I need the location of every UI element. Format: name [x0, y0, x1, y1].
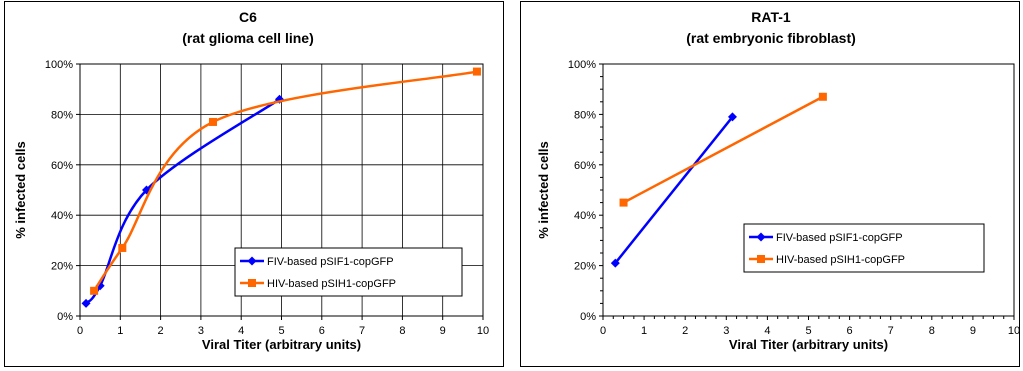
- x-tick-label: 4: [238, 325, 244, 337]
- x-tick-label: 7: [888, 325, 894, 337]
- legend: FIV-based pSIF1-copGFP HIV-based pSIH1-co…: [744, 224, 984, 272]
- y-tick-label: 40%: [51, 210, 73, 222]
- x-tick-label: 5: [278, 325, 284, 337]
- x-axis-title: Viral Titer (arbitrary units): [729, 337, 888, 352]
- y-tick-label: 0%: [580, 311, 596, 323]
- y-tick-label: 60%: [51, 160, 73, 172]
- x-axis-title: Viral Titer (arbitrary units): [202, 337, 361, 352]
- x-tick-label: 5: [805, 325, 811, 337]
- x-tick-label: 8: [929, 325, 935, 337]
- legend-label: HIV-based pSIH1-copGFP: [776, 254, 905, 266]
- y-axis-title: % infected cells: [13, 141, 28, 239]
- y-tick-label: 100%: [45, 59, 73, 71]
- y-tick-label: 20%: [574, 261, 596, 273]
- plot-area: [603, 64, 1014, 316]
- chart-title: C6: [239, 9, 257, 25]
- legend-label: FIV-based pSIF1-copGFP: [776, 232, 903, 244]
- data-point-hiv-based-psih1-copgfp: [620, 199, 628, 207]
- x-tick-label: 9: [440, 325, 446, 337]
- chart-rat1: RAT-1 (rat embryonic fibroblast) 0% 20% 40% 6…: [520, 1, 1020, 367]
- x-tick-label: 9: [970, 325, 976, 337]
- x-tick-label: 10: [1008, 325, 1020, 337]
- data-point-hiv-based-psih1-copgfp: [819, 93, 827, 101]
- data-point-hiv-based-psih1-copgfp: [118, 244, 126, 252]
- chart-c6-svg: C6(rat glioma cell line)0%20%40%60%80%10…: [5, 2, 505, 368]
- chart-subtitle: (rat embryonic fibroblast): [686, 30, 856, 46]
- y-tick-label: 80%: [574, 109, 596, 121]
- chart-rat1-svg: RAT-1 (rat embryonic fibroblast) 0% 20% 40% 6…: [521, 2, 1021, 368]
- data-point-hiv-based-psih1-copgfp: [209, 118, 217, 126]
- x-tick-label: 3: [723, 325, 729, 337]
- x-tick-label: 0: [600, 325, 606, 337]
- y-tick-label: 100%: [568, 59, 596, 71]
- data-point-hiv-based-psih1-copgfp: [90, 287, 98, 295]
- x-tick-label: 6: [847, 325, 853, 337]
- x-tick-label: 4: [764, 325, 770, 337]
- x-tick-label: 1: [641, 325, 647, 337]
- x-tick-label: 3: [198, 325, 204, 337]
- y-axis-title: % infected cells: [536, 141, 551, 239]
- legend: FIV-based pSIF1-copGFP HIV-based pSIH1-co…: [235, 248, 462, 296]
- y-tick-label: 60%: [574, 160, 596, 172]
- x-tick-label: 2: [158, 325, 164, 337]
- chart-c6: C6 (rat glioma cell line) 0% 20% 40% 60% 80% 10…: [4, 1, 504, 367]
- legend-marker: [757, 255, 765, 263]
- x-tick-label: 8: [399, 325, 405, 337]
- chart-subtitle: (rat glioma cell line): [182, 30, 313, 46]
- data-point-hiv-based-psih1-copgfp: [473, 68, 481, 76]
- legend-marker: [248, 279, 256, 287]
- x-tick-label: 2: [682, 325, 688, 337]
- legend-label: FIV-based pSIF1-copGFP: [267, 256, 394, 268]
- x-tick-label: 0: [77, 325, 83, 337]
- legend-label: HIV-based pSIH1-copGFP: [267, 278, 396, 290]
- y-tick-label: 80%: [51, 109, 73, 121]
- y-tick-label: 20%: [51, 261, 73, 273]
- x-tick-label: 7: [359, 325, 365, 337]
- y-tick-label: 0%: [57, 311, 73, 323]
- chart-title: RAT-1: [751, 9, 791, 25]
- x-tick-label: 1: [117, 325, 123, 337]
- x-tick-label: 10: [477, 325, 489, 337]
- y-tick-label: 40%: [574, 210, 596, 222]
- x-tick-label: 6: [319, 325, 325, 337]
